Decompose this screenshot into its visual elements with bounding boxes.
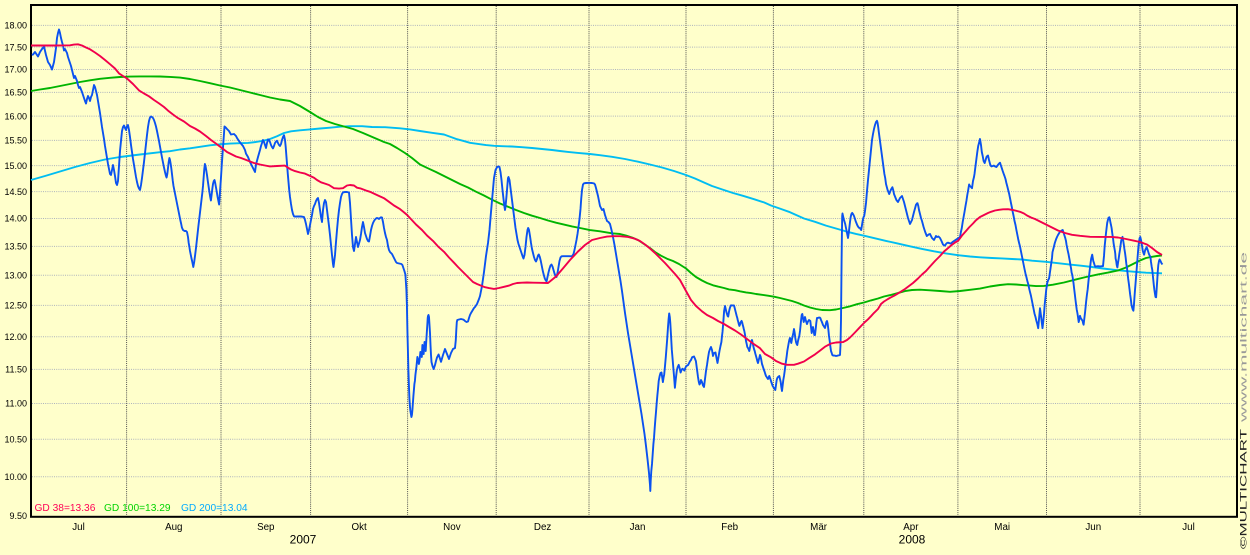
svg-text:Jul: Jul — [1182, 522, 1195, 533]
svg-text:Jan: Jan — [630, 522, 646, 533]
svg-text:www.multichart.de: www.multichart.de — [1239, 252, 1249, 424]
svg-text:Jun: Jun — [1085, 522, 1101, 533]
svg-text:15.00: 15.00 — [4, 161, 27, 171]
svg-text:11.50: 11.50 — [5, 365, 27, 375]
svg-text:17.00: 17.00 — [4, 65, 27, 75]
svg-text:Jul: Jul — [72, 522, 85, 533]
svg-text:17.50: 17.50 — [4, 42, 27, 52]
svg-text:Feb: Feb — [721, 522, 738, 533]
svg-text:Mai: Mai — [994, 522, 1010, 533]
svg-text:Nov: Nov — [443, 522, 461, 533]
svg-text:Apr: Apr — [903, 522, 919, 533]
svg-text:GD 38=13.36: GD 38=13.36 — [35, 503, 96, 514]
svg-text:Dez: Dez — [534, 522, 552, 533]
svg-text:GD 100=13.29: GD 100=13.29 — [104, 503, 171, 514]
svg-text:Aug: Aug — [165, 522, 182, 533]
svg-text:14.00: 14.00 — [4, 214, 27, 224]
svg-text:13.50: 13.50 — [4, 242, 27, 252]
svg-text:Mär: Mär — [810, 522, 828, 533]
svg-text:2007: 2007 — [290, 533, 317, 547]
svg-text:15.50: 15.50 — [4, 136, 27, 146]
svg-text:9.50: 9.50 — [9, 511, 27, 521]
svg-text:2008: 2008 — [899, 533, 926, 547]
svg-text:14.50: 14.50 — [4, 187, 27, 197]
svg-text:12.50: 12.50 — [4, 301, 27, 311]
svg-text:Sep: Sep — [257, 522, 275, 533]
svg-text:12.00: 12.00 — [4, 332, 27, 342]
svg-text:13.00: 13.00 — [4, 271, 27, 281]
svg-text:10.50: 10.50 — [4, 434, 27, 444]
svg-text:18.00: 18.00 — [4, 21, 27, 31]
svg-text:GD 200=13.04: GD 200=13.04 — [181, 503, 248, 514]
svg-text:16.50: 16.50 — [4, 88, 27, 98]
svg-text:©MULTICHART: ©MULTICHART — [1239, 428, 1249, 549]
svg-text:11.00: 11.00 — [5, 399, 27, 409]
svg-text:16.00: 16.00 — [4, 111, 27, 121]
svg-text:10.00: 10.00 — [4, 472, 27, 482]
svg-text:Okt: Okt — [351, 522, 367, 533]
